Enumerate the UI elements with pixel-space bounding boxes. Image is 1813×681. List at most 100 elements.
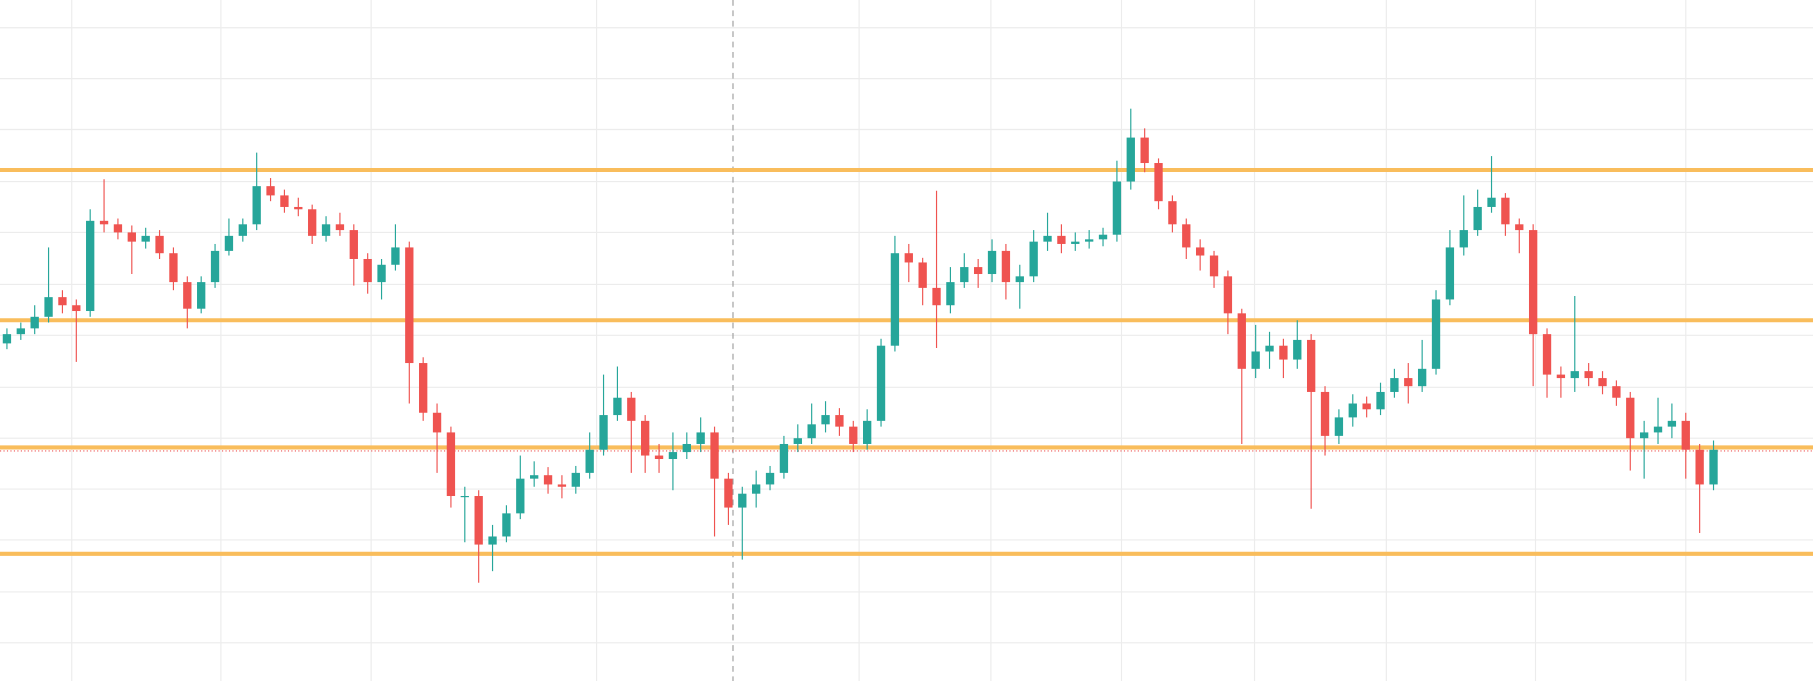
candle-body (1390, 378, 1399, 392)
candle-body (141, 235, 150, 242)
candle-body (1528, 230, 1538, 335)
candle-body (1598, 378, 1607, 387)
candle-body (918, 262, 927, 288)
candle-body (1098, 234, 1108, 240)
candle-body (30, 316, 39, 329)
candle-body (1487, 197, 1496, 207)
candle-body (599, 415, 608, 450)
candle-body (349, 230, 358, 259)
candle-body (1431, 299, 1441, 369)
candle-body (696, 432, 705, 444)
candle-body (127, 232, 136, 242)
candle-body (86, 220, 95, 312)
candle-body (1584, 371, 1593, 379)
candle-body (1126, 137, 1135, 182)
candle-body (710, 432, 719, 479)
candle-body (321, 224, 331, 236)
candle-body (1043, 235, 1052, 242)
candle-body (488, 536, 497, 545)
candle-body (210, 250, 220, 283)
candle-body (169, 253, 178, 283)
candle-body (16, 328, 25, 335)
candle-body (1626, 397, 1635, 439)
candle-body (252, 186, 261, 225)
candle-body (1695, 449, 1704, 485)
candle-body (1501, 197, 1510, 225)
candle-body (335, 224, 345, 231)
candle-body (1015, 276, 1024, 283)
candle-body (1334, 417, 1344, 436)
candle-body (1709, 449, 1718, 485)
candle-body (377, 264, 386, 283)
candle-body (1237, 313, 1246, 369)
candle-body (1653, 426, 1663, 433)
candle-body (863, 420, 872, 444)
candle-body (1542, 334, 1552, 375)
candle-body (1348, 403, 1357, 418)
candle-body (835, 415, 844, 427)
candle-body (724, 478, 733, 508)
candle-body (1320, 391, 1330, 436)
candle-body (99, 220, 109, 225)
candle-body (682, 443, 691, 453)
candle-body (1293, 339, 1302, 360)
candle-body (280, 195, 289, 207)
candle-body (738, 493, 747, 508)
candle-body (1417, 368, 1427, 387)
candle-body (752, 484, 761, 494)
candle-body (113, 224, 123, 233)
candle-body (627, 397, 636, 421)
candle-body (1168, 201, 1177, 225)
candle-body (363, 258, 372, 283)
candle-body (1001, 250, 1011, 283)
candle-body (1251, 351, 1260, 369)
candle-body (974, 267, 983, 275)
candle-body (1612, 386, 1621, 398)
candle-body (1362, 403, 1371, 410)
candle-body (308, 209, 317, 236)
candle-body (224, 235, 234, 251)
candle-body (183, 282, 192, 309)
candle-body (446, 432, 456, 497)
candle-body (641, 420, 650, 456)
candle-body (821, 415, 830, 425)
candle-body (557, 484, 567, 487)
candle-body (1279, 345, 1288, 360)
candle-body (543, 475, 553, 485)
candle-body (44, 297, 53, 317)
candle-body (1639, 432, 1649, 439)
candle-body (530, 475, 539, 479)
candle-body (765, 472, 775, 485)
candle-body (419, 363, 428, 413)
candle-body (1445, 247, 1455, 300)
candle-body (1223, 276, 1233, 314)
candle-body (793, 438, 802, 444)
candle-body (1112, 181, 1122, 235)
candle-body (1570, 371, 1579, 379)
candle-body (1140, 137, 1149, 164)
candle-body (987, 250, 997, 275)
candle-body (1154, 163, 1163, 202)
candle-body (155, 235, 164, 254)
candle-body (1084, 239, 1094, 242)
candle-body (405, 247, 414, 364)
candle-body (1556, 374, 1566, 379)
candle-body (391, 247, 400, 265)
candle-body (197, 282, 206, 309)
candle-body (668, 452, 678, 460)
candle-body (1376, 391, 1385, 410)
candle-body (960, 267, 969, 283)
candle-body (1473, 206, 1482, 231)
candle-body (2, 334, 12, 344)
candle-body (1057, 235, 1066, 244)
candle-body (1182, 224, 1191, 248)
candle-body (1029, 241, 1038, 277)
candle-body (1071, 241, 1080, 244)
candle-body (613, 397, 622, 416)
candle-body (849, 426, 858, 444)
candle-body (516, 478, 525, 514)
candle-body (502, 513, 511, 537)
candle-body (1667, 420, 1677, 427)
